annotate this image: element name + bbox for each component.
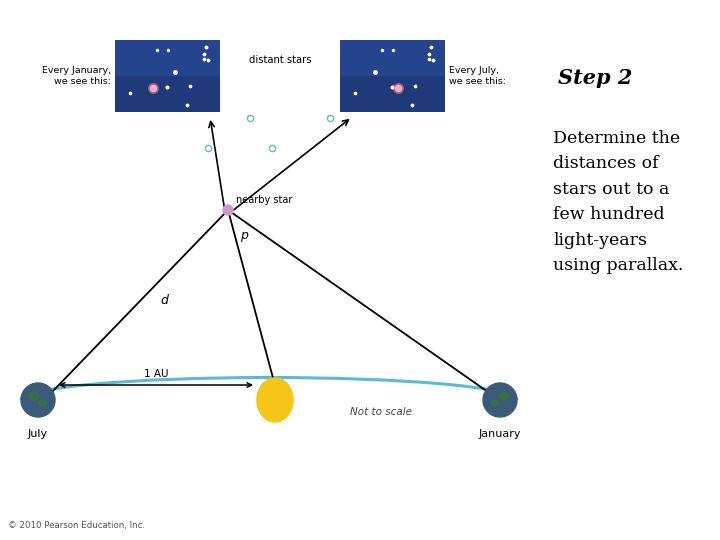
Text: nearby star: nearby star bbox=[236, 195, 292, 205]
Ellipse shape bbox=[257, 378, 293, 422]
FancyBboxPatch shape bbox=[115, 40, 220, 76]
FancyBboxPatch shape bbox=[115, 40, 220, 112]
Text: distant stars: distant stars bbox=[248, 55, 311, 65]
Text: Determine the
distances of
stars out to a
few hundred
light-years
using parallax: Determine the distances of stars out to … bbox=[553, 130, 683, 274]
Ellipse shape bbox=[492, 400, 498, 406]
Text: p: p bbox=[240, 228, 248, 241]
FancyBboxPatch shape bbox=[340, 40, 445, 112]
Circle shape bbox=[223, 205, 233, 215]
Ellipse shape bbox=[29, 392, 39, 400]
Text: Not to scale: Not to scale bbox=[350, 407, 412, 417]
Text: © 2010 Pearson Education, Inc.: © 2010 Pearson Education, Inc. bbox=[8, 521, 145, 530]
Text: Every January,
we see this:: Every January, we see this: bbox=[42, 66, 111, 86]
Text: 1 AU: 1 AU bbox=[144, 369, 168, 379]
Circle shape bbox=[483, 383, 517, 417]
Circle shape bbox=[21, 383, 55, 417]
Text: January: January bbox=[479, 429, 521, 439]
Ellipse shape bbox=[499, 392, 509, 400]
Text: Step 2: Step 2 bbox=[558, 68, 632, 88]
Text: July: July bbox=[28, 429, 48, 439]
FancyBboxPatch shape bbox=[340, 40, 445, 76]
Text: Every July,
we see this:: Every July, we see this: bbox=[449, 66, 506, 86]
Text: d: d bbox=[160, 294, 168, 307]
Ellipse shape bbox=[40, 400, 47, 406]
